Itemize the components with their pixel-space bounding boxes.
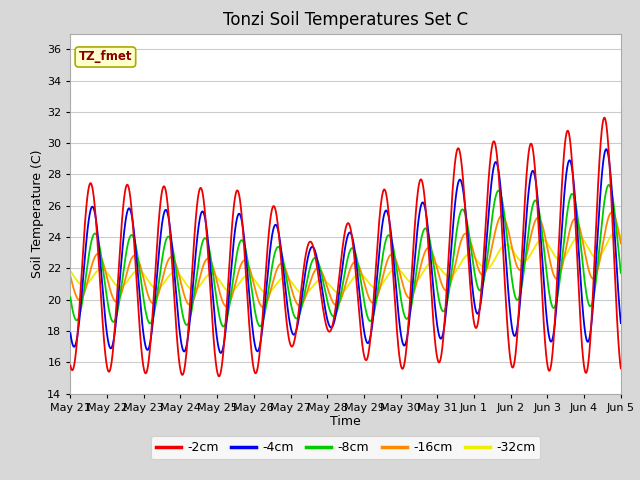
X-axis label: Time: Time [330, 415, 361, 429]
Y-axis label: Soil Temperature (C): Soil Temperature (C) [31, 149, 44, 278]
Title: Tonzi Soil Temperatures Set C: Tonzi Soil Temperatures Set C [223, 11, 468, 29]
Legend: -2cm, -4cm, -8cm, -16cm, -32cm: -2cm, -4cm, -8cm, -16cm, -32cm [151, 436, 540, 459]
Text: TZ_fmet: TZ_fmet [79, 50, 132, 63]
